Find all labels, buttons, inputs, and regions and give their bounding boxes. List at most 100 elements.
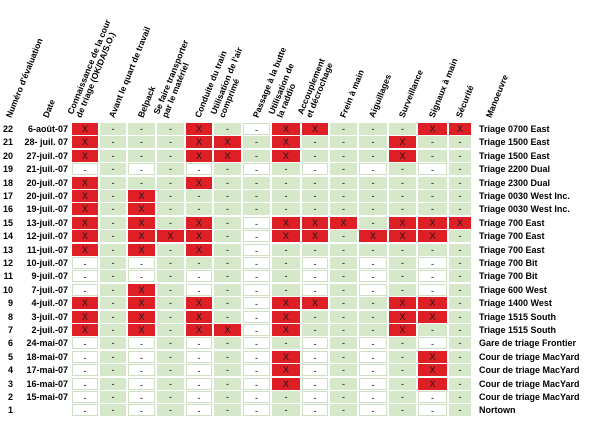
cell-pass: - xyxy=(418,176,447,189)
cell-fail: X xyxy=(302,297,328,310)
table-row: 10 7-juil.-07- - X - - - - - - - - - - - Triage 600 Wes… xyxy=(0,283,590,297)
cell-pass: - xyxy=(157,243,184,256)
cell-pass: - xyxy=(449,337,471,350)
cell-pass: - xyxy=(100,216,126,229)
cell-empty: - xyxy=(243,364,270,377)
cell-pass: - xyxy=(359,216,387,229)
cell-empty: - xyxy=(359,404,387,417)
cell-empty: - xyxy=(128,337,155,350)
cell-pass: - xyxy=(330,190,357,202)
cell-pass: - xyxy=(214,350,241,363)
cell-fail: X xyxy=(186,176,212,189)
cell-empty: - xyxy=(418,257,447,269)
evaluation-date: 20-juil.-07 xyxy=(26,191,68,201)
cell-pass: - xyxy=(214,163,241,176)
evaluation-date: 18-mai-07 xyxy=(26,351,68,362)
table-row: 17 20-juil.-07 X - X - - - - - - - - - - - Triage 0030 W… xyxy=(0,190,590,203)
cell-pass: - xyxy=(157,364,184,377)
evaluation-number: 20 xyxy=(2,150,13,161)
cell-fail: X xyxy=(157,230,184,243)
cell-fail: X xyxy=(214,149,241,162)
cell-empty: - xyxy=(243,270,270,283)
evaluation-number: 3 xyxy=(7,378,13,389)
manoeuvre-label: Cour de triage MacYard xyxy=(479,392,580,402)
cell-pass: - xyxy=(157,203,184,216)
cell-empty: - xyxy=(359,337,387,350)
cell-empty: - xyxy=(72,283,98,296)
cell-pass: - xyxy=(100,377,126,390)
cell-empty: - xyxy=(302,163,328,176)
cell-pass: - xyxy=(100,364,126,377)
cell-empty: - xyxy=(359,257,387,269)
cell-fail: X xyxy=(330,216,357,229)
cell-fail: X xyxy=(72,216,98,229)
cell-empty: - xyxy=(359,163,387,176)
cell-empty: - xyxy=(302,257,328,269)
manoeuvre-label: Triage 700 East xyxy=(479,244,545,255)
cell-empty: - xyxy=(243,350,270,363)
cell-pass: - xyxy=(330,203,357,216)
cell-pass: - xyxy=(214,310,241,323)
cell-fail: X xyxy=(186,243,212,256)
cell-empty: - xyxy=(359,377,387,390)
cell-fail: X xyxy=(272,350,300,363)
cell-empty: - xyxy=(186,391,212,403)
cell-fail: X xyxy=(72,190,98,202)
cell-fail: X xyxy=(72,310,98,323)
cell-pass: - xyxy=(418,203,447,216)
cell-pass: - xyxy=(389,270,416,283)
cell-pass: - xyxy=(330,163,357,176)
cell-pass: - xyxy=(100,283,126,296)
cell-fail: X xyxy=(186,123,212,135)
cell-pass: - xyxy=(272,176,300,189)
cell-pass: - xyxy=(359,297,387,310)
table-row: 4 17-mai-07- - - - - - - X - - - - X - Cour de triage M… xyxy=(0,364,590,377)
cell-pass: - xyxy=(389,203,416,216)
cell-pass: - xyxy=(389,337,416,350)
manoeuvre-label: Triage 2300 Dual xyxy=(479,177,551,188)
cell-pass: - xyxy=(128,136,155,149)
cell-empty: - xyxy=(243,310,270,323)
cell-pass: - xyxy=(214,270,241,283)
cell-empty: - xyxy=(243,283,270,296)
cell-empty: - xyxy=(128,377,155,390)
cell-fail: X xyxy=(128,310,155,323)
cell-empty: - xyxy=(128,257,155,269)
cell-empty: - xyxy=(128,404,155,417)
cell-fail: X xyxy=(389,149,416,162)
cell-empty: - xyxy=(243,123,270,135)
evaluation-number: 5 xyxy=(7,351,13,362)
evaluation-date: 10-juil.-07 xyxy=(26,258,68,268)
cell-pass: - xyxy=(272,163,300,176)
cell-pass: - xyxy=(449,243,471,256)
cell-empty: - xyxy=(128,163,155,176)
cell-empty: - xyxy=(418,283,447,296)
cell-pass: - xyxy=(272,283,300,296)
manoeuvre-label: Nortown xyxy=(479,405,516,416)
cell-fail: X xyxy=(186,324,212,336)
evaluation-number: 18 xyxy=(2,177,13,188)
cell-fail: X xyxy=(72,297,98,310)
table-row: 6 24-mai-07- - - - - - - - - - - - - - Gare de triage F… xyxy=(0,337,590,350)
cell-empty: - xyxy=(186,404,212,417)
evaluation-date: 13-juil.-07 xyxy=(26,217,68,228)
cell-pass: - xyxy=(157,123,184,135)
cell-fail: X xyxy=(128,203,155,216)
evaluation-date: 4-juil.-07 xyxy=(31,298,68,309)
cell-fail: X xyxy=(72,243,98,256)
cell-empty: - xyxy=(72,377,98,390)
cell-pass: - xyxy=(418,243,447,256)
cell-empty: - xyxy=(418,404,447,417)
cell-pass: - xyxy=(272,404,300,417)
cell-pass: - xyxy=(214,176,241,189)
table-row: 15 13-juil.-07 X - X - X - - X X X - X X X Triage 700 Ea… xyxy=(0,216,590,230)
cell-fail: X xyxy=(72,324,98,336)
evaluation-date: 19-juil.-07 xyxy=(26,204,68,215)
evaluation-number: 16 xyxy=(2,204,13,215)
cell-pass: - xyxy=(389,377,416,390)
cell-empty: - xyxy=(359,391,387,403)
table-row: 8 3-juil.-07 X - X - X - - X - - - X X - Triage 1515 Sou… xyxy=(0,310,590,324)
cell-pass: - xyxy=(100,270,126,283)
evaluation-number: 13 xyxy=(2,244,13,255)
cell-pass: - xyxy=(302,310,328,323)
